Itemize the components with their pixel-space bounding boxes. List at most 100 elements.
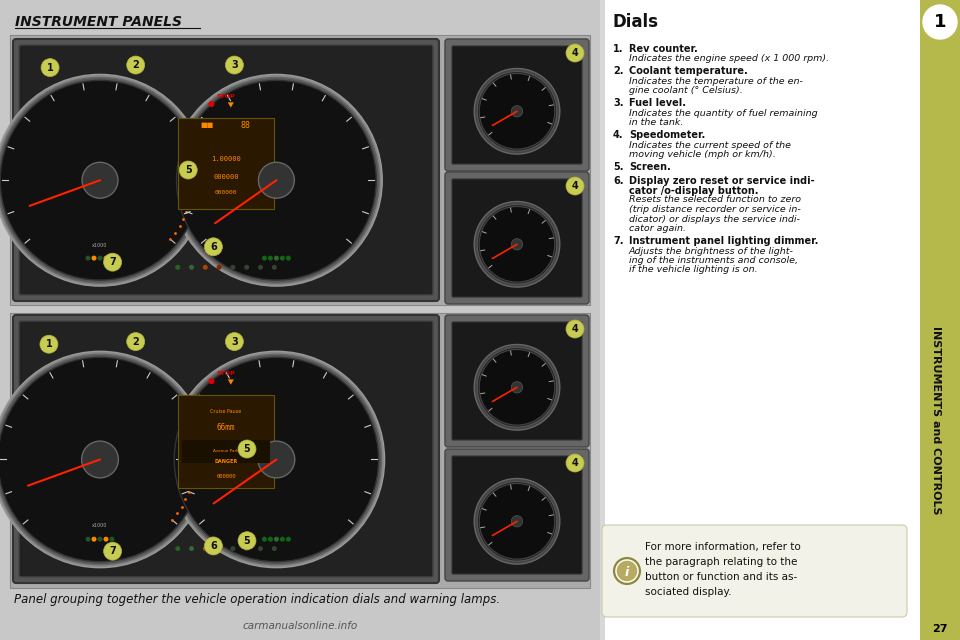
FancyBboxPatch shape (445, 39, 589, 171)
Text: 4: 4 (571, 324, 578, 334)
Circle shape (127, 56, 145, 74)
Circle shape (479, 207, 555, 282)
Bar (920, 0, 960, 640)
FancyBboxPatch shape (452, 179, 582, 297)
Circle shape (566, 44, 584, 62)
Text: Screen.: Screen. (629, 163, 671, 173)
Bar (0, 0, 600, 640)
Circle shape (268, 255, 273, 260)
Circle shape (474, 202, 560, 287)
Text: DANGER: DANGER (214, 460, 237, 465)
Circle shape (286, 537, 291, 541)
Text: x1000: x1000 (92, 243, 108, 248)
Circle shape (477, 348, 557, 427)
Bar (920, 618, 960, 640)
FancyBboxPatch shape (178, 395, 275, 488)
FancyBboxPatch shape (178, 118, 275, 209)
Text: INSTRUMENTS and CONTROLS: INSTRUMENTS and CONTROLS (931, 326, 941, 515)
Circle shape (479, 483, 555, 559)
Text: i: i (625, 566, 629, 579)
Text: 5: 5 (244, 536, 251, 546)
Text: 6: 6 (210, 242, 217, 252)
Circle shape (258, 163, 295, 198)
Text: 3: 3 (231, 337, 238, 347)
Circle shape (176, 546, 180, 551)
Circle shape (230, 265, 235, 270)
Text: 6.: 6. (613, 175, 623, 186)
Circle shape (268, 537, 273, 541)
Text: gine coolant (° Celsius).: gine coolant (° Celsius). (629, 86, 743, 95)
Circle shape (238, 440, 256, 458)
Text: dicator) or displays the service indi-: dicator) or displays the service indi- (629, 214, 800, 223)
Text: Resets the selected function to zero: Resets the selected function to zero (629, 195, 802, 205)
Text: in the tank.: in the tank. (629, 118, 684, 127)
Text: 2: 2 (132, 60, 139, 70)
Bar (10, 35, 590, 305)
Text: STOP: STOP (217, 93, 235, 99)
Circle shape (244, 546, 250, 551)
FancyBboxPatch shape (445, 172, 589, 304)
Circle shape (477, 481, 557, 561)
Text: 5: 5 (185, 165, 192, 175)
Text: button or function and its as-: button or function and its as- (645, 572, 797, 582)
Text: Indicates the quantity of fuel remaining: Indicates the quantity of fuel remaining (629, 109, 818, 118)
Text: 27: 27 (932, 624, 948, 634)
Text: carmanualsonline.info: carmanualsonline.info (242, 621, 358, 631)
Circle shape (272, 265, 276, 270)
Circle shape (174, 357, 378, 562)
Circle shape (0, 77, 203, 283)
Text: For more information, refer to: For more information, refer to (645, 542, 801, 552)
Text: Fuel level.: Fuel level. (629, 99, 686, 109)
Text: sociated display.: sociated display. (645, 587, 732, 597)
Circle shape (180, 161, 197, 179)
Text: x1000: x1000 (92, 524, 108, 529)
Circle shape (272, 546, 276, 551)
Text: INSTRUMENT PANELS: INSTRUMENT PANELS (15, 15, 182, 29)
Text: Speedometer.: Speedometer. (629, 131, 706, 141)
Circle shape (230, 546, 235, 551)
Circle shape (109, 537, 114, 541)
Circle shape (566, 454, 584, 472)
Circle shape (189, 546, 194, 551)
Text: (trip distance recorder or service in-: (trip distance recorder or service in- (629, 205, 801, 214)
Text: if the vehicle lighting is on.: if the vehicle lighting is on. (629, 266, 757, 275)
Circle shape (280, 537, 285, 541)
Bar (10, 313, 590, 588)
Text: the paragraph relating to the: the paragraph relating to the (645, 557, 798, 567)
Circle shape (204, 238, 223, 256)
FancyBboxPatch shape (445, 449, 589, 581)
Text: ing of the instruments and console,: ing of the instruments and console, (629, 256, 798, 265)
FancyBboxPatch shape (19, 45, 433, 295)
Circle shape (0, 351, 208, 568)
FancyBboxPatch shape (452, 322, 582, 440)
Circle shape (258, 265, 263, 270)
Circle shape (91, 255, 97, 260)
Text: 4.: 4. (613, 131, 623, 141)
Text: 88: 88 (240, 120, 251, 129)
Circle shape (127, 333, 145, 351)
Circle shape (203, 546, 207, 551)
Circle shape (189, 265, 194, 270)
Text: 4: 4 (571, 181, 578, 191)
Circle shape (109, 255, 114, 260)
Circle shape (0, 357, 203, 562)
Circle shape (238, 532, 256, 550)
Text: Dials: Dials (613, 13, 659, 31)
Circle shape (91, 537, 97, 541)
Text: Indicates the engine speed (x 1 000 rpm).: Indicates the engine speed (x 1 000 rpm)… (629, 54, 829, 63)
Text: Indicates the temperature of the en-: Indicates the temperature of the en- (629, 77, 803, 86)
Circle shape (512, 106, 522, 117)
Text: 5: 5 (244, 444, 251, 454)
Circle shape (168, 351, 385, 568)
Circle shape (280, 255, 285, 260)
Text: 6: 6 (210, 541, 217, 551)
Circle shape (174, 77, 379, 283)
Circle shape (274, 255, 279, 260)
Circle shape (274, 537, 279, 541)
Circle shape (203, 265, 207, 270)
Text: ■■: ■■ (200, 122, 213, 128)
Circle shape (208, 101, 214, 107)
Circle shape (85, 537, 90, 541)
Circle shape (171, 355, 381, 564)
Circle shape (566, 177, 584, 195)
